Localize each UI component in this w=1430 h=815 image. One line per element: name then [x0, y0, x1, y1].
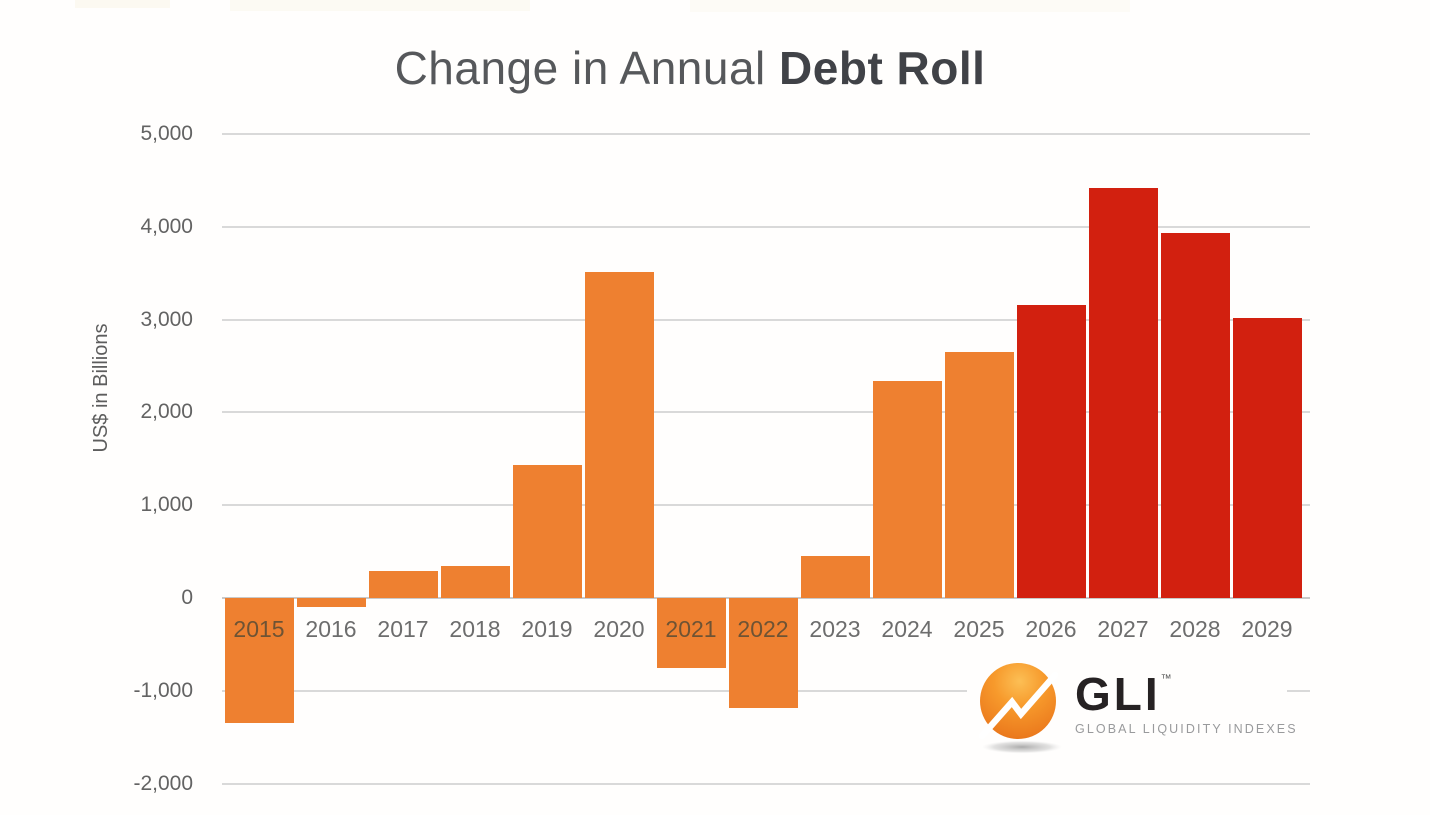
x-tick-label-2022: 2022 [737, 616, 789, 642]
bar-2029 [1232, 317, 1302, 598]
gridline-5000 [222, 133, 1310, 135]
top-artifact [75, 0, 170, 8]
gli-logo-tagline: GLOBAL LIQUIDITY INDEXES [1075, 722, 1298, 736]
x-tick-label-2019: 2019 [521, 616, 573, 642]
top-artifact [690, 0, 1130, 12]
logo-shadow [982, 740, 1062, 754]
gridline-2000 [222, 411, 1310, 414]
bar-2015 [224, 598, 294, 724]
x-tick-label-2024: 2024 [881, 616, 933, 642]
trademark-symbol: ™ [1160, 673, 1172, 685]
chart-title-bold: Debt Roll [779, 42, 986, 94]
bar-2027 [1088, 187, 1158, 598]
bar-2016 [296, 598, 366, 608]
y-tick-label-3000: 3,000 [140, 307, 193, 331]
bar-2017 [368, 571, 438, 598]
bar-2022 [728, 598, 798, 709]
x-tick-label-2029: 2029 [1241, 616, 1293, 642]
x-tick-label-2025: 2025 [953, 616, 1005, 642]
bar-2024 [872, 380, 942, 598]
x-tick-label-2020: 2020 [593, 616, 645, 642]
x-tick-label-2017: 2017 [377, 616, 429, 642]
x-tick-label-2028: 2028 [1169, 616, 1221, 642]
gridline--2000 [222, 782, 1310, 785]
bar-2020 [584, 272, 654, 598]
y-tick-label--2000: -2,000 [133, 771, 193, 795]
gridline-1000 [222, 504, 1310, 507]
gli-logo: GLI™ GLOBAL LIQUIDITY INDEXES [967, 652, 1298, 762]
y-tick-label-1000: 1,000 [140, 493, 193, 517]
bar-2021 [656, 598, 726, 668]
x-tick-label-2027: 2027 [1097, 616, 1149, 642]
y-tick-label-0: 0 [181, 586, 193, 609]
gridline-4000 [222, 225, 1310, 228]
x-tick-label-2021: 2021 [665, 616, 717, 642]
top-artifact [230, 0, 530, 11]
bar-2019 [512, 465, 582, 598]
gli-logo-name: GLI [1075, 668, 1161, 720]
y-tick-label-4000: 4,000 [140, 214, 193, 238]
x-tick-label-2018: 2018 [449, 616, 501, 642]
x-tick-label-2023: 2023 [809, 616, 861, 642]
bar-2025 [944, 352, 1014, 598]
bar-2026 [1016, 304, 1086, 598]
gli-logo-text: GLI™ GLOBAL LIQUIDITY INDEXES [1075, 668, 1298, 736]
y-tick-label-2000: 2,000 [140, 400, 193, 424]
x-tick-label-2016: 2016 [305, 616, 357, 642]
logo-trend-line-icon [978, 671, 1059, 740]
bar-2018 [440, 566, 510, 598]
x-tick-label-2015: 2015 [233, 616, 285, 642]
x-tick-label-2026: 2026 [1025, 616, 1077, 642]
bar-2023 [800, 556, 870, 598]
bar-2028 [1160, 233, 1230, 598]
gli-logo-sphere-icon [978, 663, 1062, 754]
gridline-3000 [222, 318, 1310, 321]
y-tick-label--1000: -1,000 [133, 678, 193, 702]
chart-title-regular: Change in Annual [394, 42, 780, 94]
y-tick-label-5000: 5,000 [140, 122, 193, 145]
chart-title: Change in Annual Debt Roll [300, 40, 1080, 100]
